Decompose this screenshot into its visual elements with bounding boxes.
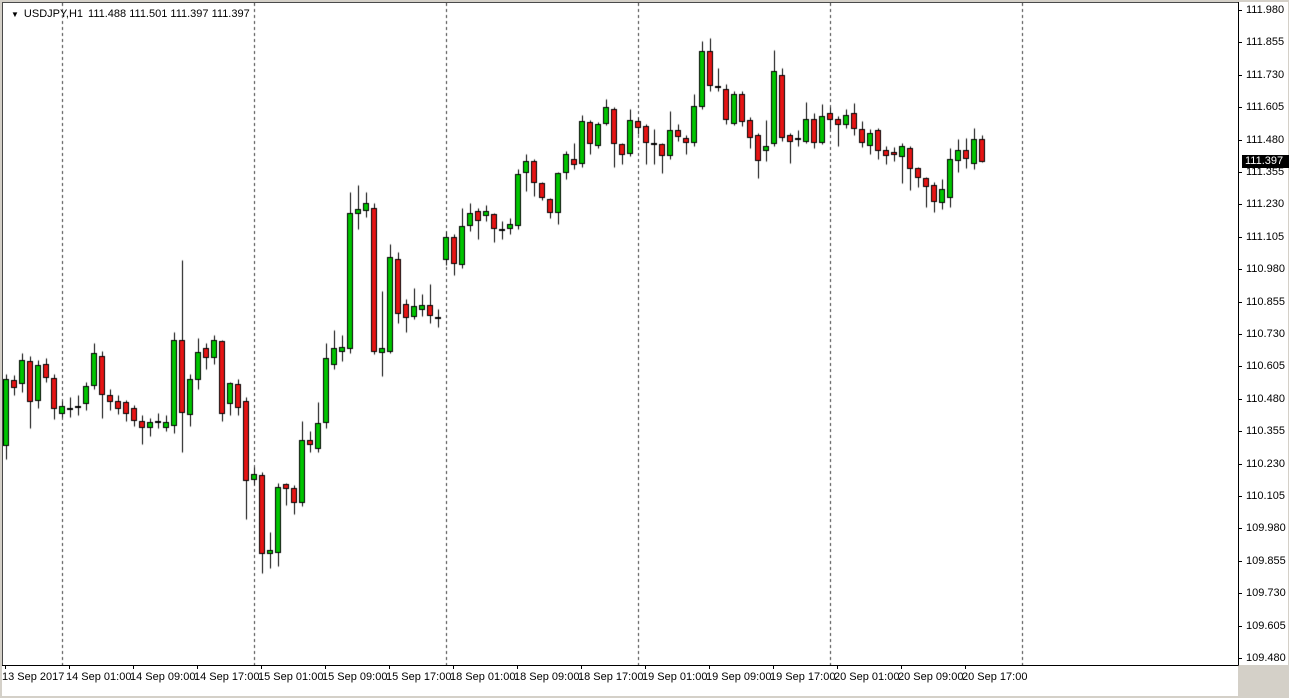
time-axis-label: 15 Sep 17:00 bbox=[386, 671, 452, 683]
price-axis-tick bbox=[1239, 366, 1242, 367]
price-axis-tick bbox=[1239, 334, 1242, 335]
price-axis-label: 111.355 bbox=[1246, 166, 1285, 178]
time-axis-label: 20 Sep 09:00 bbox=[898, 671, 964, 683]
price-axis-label: 110.480 bbox=[1246, 393, 1285, 405]
price-axis-tick bbox=[1239, 10, 1242, 11]
time-axis-tick bbox=[261, 666, 262, 669]
collapse-arrow-icon[interactable]: ▼ bbox=[11, 9, 19, 19]
price-axis-tick bbox=[1239, 593, 1242, 594]
price-axis-label: 111.855 bbox=[1246, 36, 1285, 48]
price-axis-label: 110.105 bbox=[1246, 490, 1285, 502]
price-axis-label: 109.855 bbox=[1246, 555, 1286, 567]
price-axis-tick bbox=[1239, 204, 1242, 205]
symbol-period-label: USDJPY,H1 bbox=[23, 8, 84, 20]
price-axis-tick bbox=[1239, 107, 1242, 108]
time-axis-label: 19 Sep 01:00 bbox=[642, 671, 708, 683]
time-axis-label: 14 Sep 01:00 bbox=[66, 671, 132, 683]
price-axis-label: 109.480 bbox=[1246, 652, 1286, 664]
chart-plot-area[interactable]: ▼ USDJPY,H1 111.488 111.501 111.397 111.… bbox=[2, 2, 1239, 666]
time-axis-tick bbox=[517, 666, 518, 669]
time-axis[interactable]: 13 Sep 2017 14 Sep 01:00 14 Sep 09:00 14 Se… bbox=[2, 665, 1238, 697]
time-axis-tick bbox=[325, 666, 326, 669]
current-price-marker: 111.397 bbox=[1242, 155, 1289, 168]
price-axis-tick bbox=[1239, 658, 1242, 659]
time-axis-label: 19 Sep 09:00 bbox=[706, 671, 772, 683]
price-axis-label: 111.605 bbox=[1246, 101, 1285, 113]
price-axis-label: 109.980 bbox=[1246, 522, 1286, 534]
price-axis-label: 110.230 bbox=[1246, 458, 1285, 470]
price-axis-tick bbox=[1239, 528, 1242, 529]
price-axis-label: 111.730 bbox=[1246, 69, 1285, 81]
time-axis-label: 14 Sep 17:00 bbox=[194, 671, 260, 683]
time-axis-label: 13 Sep 2017 bbox=[2, 671, 65, 683]
price-axis-label: 110.730 bbox=[1246, 328, 1285, 340]
price-axis-tick bbox=[1239, 302, 1242, 303]
price-axis-label: 110.980 bbox=[1246, 263, 1285, 275]
time-axis-tick bbox=[901, 666, 902, 669]
time-axis-tick bbox=[197, 666, 198, 669]
time-axis-tick bbox=[581, 666, 582, 669]
time-axis-label: 18 Sep 09:00 bbox=[514, 671, 580, 683]
ohlc-values: 111.488 111.501 111.397 111.397 bbox=[88, 8, 250, 20]
time-axis-label: 20 Sep 01:00 bbox=[834, 671, 900, 683]
price-axis-label: 111.980 bbox=[1246, 4, 1285, 16]
time-axis-tick bbox=[5, 666, 6, 669]
time-axis-label: 18 Sep 01:00 bbox=[450, 671, 516, 683]
price-axis-tick bbox=[1239, 464, 1242, 465]
price-axis-label: 110.355 bbox=[1246, 425, 1285, 437]
price-axis-tick bbox=[1239, 237, 1242, 238]
time-axis-tick bbox=[837, 666, 838, 669]
candlestick-chart[interactable] bbox=[3, 3, 1238, 665]
price-axis-label: 110.855 bbox=[1246, 296, 1285, 308]
price-axis-tick bbox=[1239, 269, 1242, 270]
price-axis-tick bbox=[1239, 42, 1242, 43]
time-axis-label: 18 Sep 17:00 bbox=[578, 671, 644, 683]
price-axis[interactable]: 111.980 111.855 111.730 111.605 111.480 111.3… bbox=[1238, 2, 1289, 665]
time-axis-tick bbox=[389, 666, 390, 669]
time-axis-tick bbox=[709, 666, 710, 669]
time-axis-label: 14 Sep 09:00 bbox=[130, 671, 196, 683]
price-axis-tick bbox=[1239, 140, 1242, 141]
time-axis-tick bbox=[69, 666, 70, 669]
time-axis-tick bbox=[965, 666, 966, 669]
price-axis-label: 111.105 bbox=[1246, 231, 1285, 243]
price-axis-label: 109.605 bbox=[1246, 620, 1286, 632]
time-axis-tick bbox=[773, 666, 774, 669]
time-axis-label: 19 Sep 17:00 bbox=[770, 671, 836, 683]
price-axis-label: 110.605 bbox=[1246, 360, 1285, 372]
time-axis-label: 15 Sep 09:00 bbox=[322, 671, 388, 683]
price-axis-tick bbox=[1239, 431, 1242, 432]
time-axis-label: 15 Sep 01:00 bbox=[258, 671, 324, 683]
price-axis-label: 109.730 bbox=[1246, 587, 1286, 599]
price-axis-label: 111.480 bbox=[1246, 134, 1285, 146]
price-axis-tick bbox=[1239, 561, 1242, 562]
time-axis-label: 20 Sep 17:00 bbox=[962, 671, 1028, 683]
price-axis-label: 111.230 bbox=[1246, 198, 1285, 210]
price-axis-tick bbox=[1239, 626, 1242, 627]
chart-title: ▼ USDJPY,H1 111.488 111.501 111.397 111.… bbox=[11, 8, 250, 20]
price-axis-tick bbox=[1239, 75, 1242, 76]
time-axis-tick bbox=[453, 666, 454, 669]
price-axis-tick bbox=[1239, 172, 1242, 173]
time-axis-tick bbox=[645, 666, 646, 669]
time-axis-tick bbox=[133, 666, 134, 669]
window-border bbox=[0, 696, 1289, 698]
price-axis-tick bbox=[1239, 496, 1242, 497]
price-axis-tick bbox=[1239, 399, 1242, 400]
